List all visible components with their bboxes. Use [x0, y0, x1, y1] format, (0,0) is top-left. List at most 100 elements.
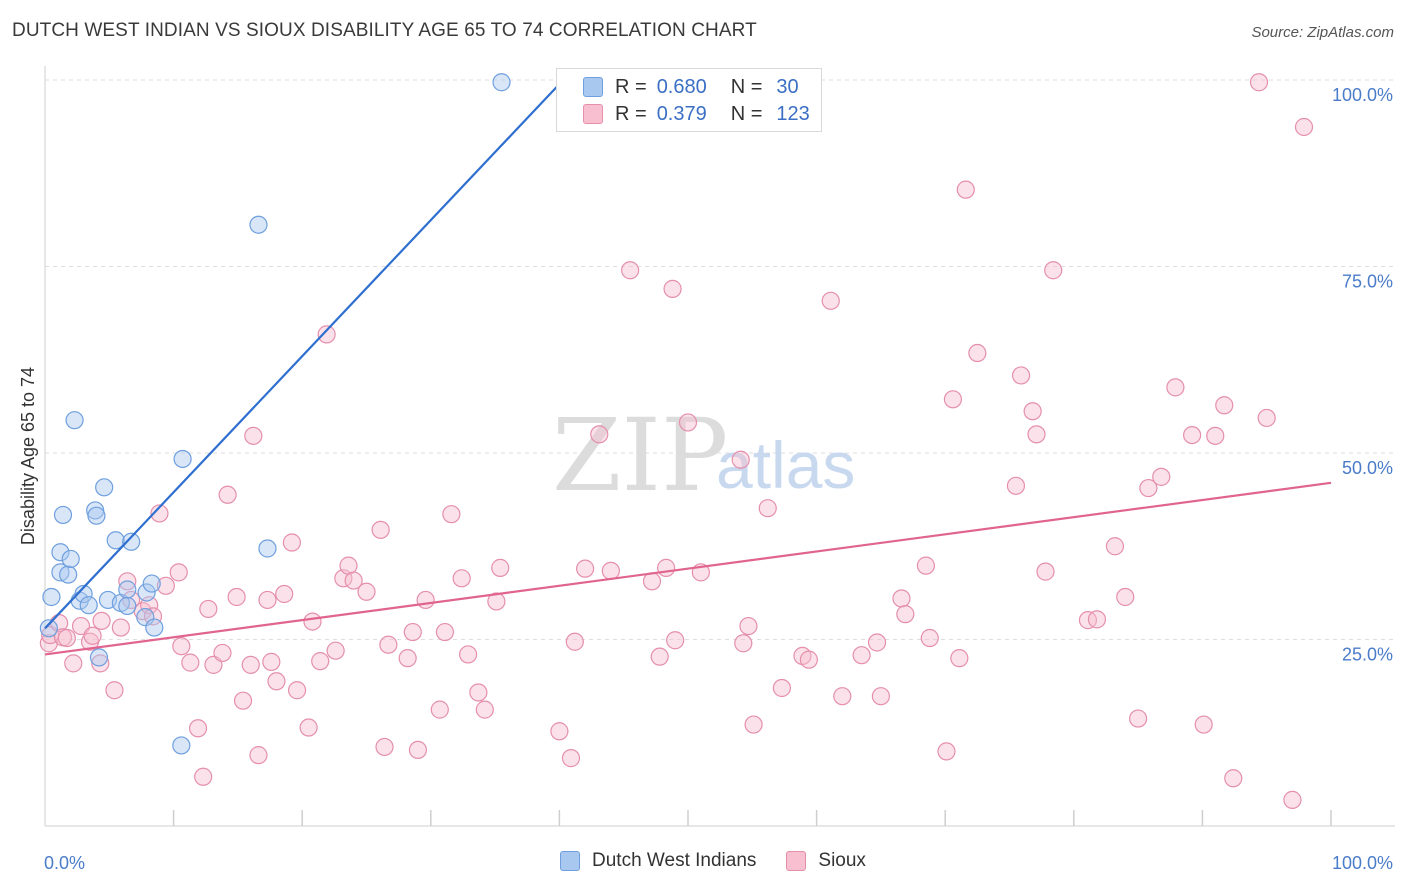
point-sioux — [357, 582, 376, 601]
point-sioux — [487, 592, 506, 611]
point-sioux — [299, 718, 318, 737]
point-dutch-west-indians — [59, 565, 78, 584]
point-sioux — [650, 647, 669, 666]
point-sioux — [916, 556, 936, 575]
point-sioux — [601, 561, 620, 580]
point-sioux — [1152, 467, 1171, 486]
point-sioux — [565, 632, 584, 651]
point-sioux — [1087, 610, 1107, 629]
point-sioux — [1128, 709, 1148, 728]
point-sioux — [920, 628, 939, 648]
point-dutch-west-indians — [53, 505, 73, 525]
point-sioux — [772, 678, 791, 698]
point-sioux — [91, 654, 110, 673]
point-sioux — [267, 672, 286, 691]
point-sioux — [1206, 426, 1225, 445]
point-sioux — [403, 622, 422, 642]
point-dutch-west-indians — [65, 411, 84, 430]
legend-n-label: N = — [730, 75, 763, 98]
point-sioux — [258, 590, 277, 610]
point-sioux — [657, 558, 676, 577]
point-sioux — [821, 291, 840, 310]
point-sioux — [469, 683, 488, 702]
point-sioux — [213, 643, 232, 663]
point-sioux — [408, 740, 428, 760]
point-dutch-west-indians — [492, 73, 511, 92]
point-sioux — [833, 687, 852, 706]
y-tick-label: 75.0% — [1342, 272, 1393, 292]
point-sioux — [371, 520, 390, 539]
point-sioux — [1283, 790, 1302, 809]
legend-swatch-blue — [583, 77, 603, 97]
y-tick-label: 25.0% — [1342, 645, 1393, 665]
legend-item-dutch-west-indians: Dutch West Indians — [560, 850, 756, 872]
point-sioux — [194, 767, 213, 786]
legend-r-label: R = — [615, 102, 647, 125]
point-sioux — [475, 700, 494, 719]
point-dutch-west-indians — [42, 587, 61, 607]
point-sioux — [262, 652, 281, 671]
point-sioux — [1027, 425, 1046, 444]
point-dutch-west-indians — [136, 608, 155, 627]
point-sioux — [871, 687, 891, 706]
data-points — [39, 73, 1314, 809]
point-sioux — [181, 653, 200, 672]
point-dutch-west-indians — [145, 618, 164, 637]
point-sioux — [1023, 402, 1042, 421]
point-sioux — [739, 616, 758, 636]
legend-r-label: R = — [615, 75, 647, 98]
point-sioux — [326, 641, 345, 660]
correlation-legend: R = 0.680 N = 30 R = 0.379 N = 123 — [556, 68, 822, 132]
point-sioux — [956, 180, 975, 199]
chart-title: DUTCH WEST INDIAN VS SIOUX DISABILITY AG… — [12, 20, 757, 41]
point-sioux — [111, 618, 130, 637]
point-sioux — [275, 584, 294, 604]
point-sioux — [1044, 261, 1063, 280]
point-sioux — [303, 612, 322, 631]
point-dutch-west-indians — [51, 543, 70, 562]
point-sioux — [867, 633, 887, 652]
point-sioux — [968, 343, 987, 363]
point-sioux — [1011, 366, 1031, 385]
point-sioux — [282, 533, 302, 552]
point-sioux — [227, 587, 246, 607]
legend-swatch-pink — [786, 851, 807, 871]
legend-n-label: N = — [730, 102, 763, 125]
point-sioux — [64, 654, 83, 673]
legend-row-dutch-west-indians: R = 0.680 N = 30 — [583, 75, 799, 99]
legend-swatch-blue — [560, 851, 580, 871]
point-sioux — [561, 749, 581, 768]
point-sioux — [799, 650, 818, 669]
point-sioux — [1224, 769, 1243, 788]
legend-label: Dutch West Indians — [592, 850, 757, 871]
point-sioux — [105, 681, 124, 700]
point-sioux — [950, 649, 969, 668]
point-sioux — [188, 719, 208, 738]
point-sioux — [156, 576, 175, 595]
point-sioux — [199, 599, 218, 619]
point-sioux — [491, 558, 510, 577]
point-sioux — [1036, 562, 1055, 581]
point-dutch-west-indians — [79, 596, 98, 615]
point-dutch-west-indians — [258, 539, 277, 558]
legend-n-value: 30 — [776, 75, 799, 98]
point-sioux — [244, 426, 263, 445]
legend-item-sioux: Sioux — [786, 850, 866, 872]
watermark-atlas: atlas — [716, 428, 855, 502]
point-sioux — [71, 616, 91, 636]
x-tick-label: 100.0% — [1332, 853, 1393, 873]
point-sioux — [621, 261, 640, 280]
point-dutch-west-indians — [61, 549, 80, 569]
point-dutch-west-indians — [106, 531, 125, 550]
point-dutch-west-indians — [142, 574, 161, 593]
point-dutch-west-indians — [118, 596, 137, 616]
point-sioux — [1215, 396, 1234, 415]
point-sioux — [458, 645, 478, 664]
point-sioux — [1166, 378, 1185, 397]
point-sioux — [83, 626, 102, 645]
point-sioux — [218, 485, 237, 504]
point-dutch-west-indians — [89, 648, 109, 667]
point-sioux — [1105, 537, 1125, 556]
trend-line-sioux — [44, 481, 1332, 656]
